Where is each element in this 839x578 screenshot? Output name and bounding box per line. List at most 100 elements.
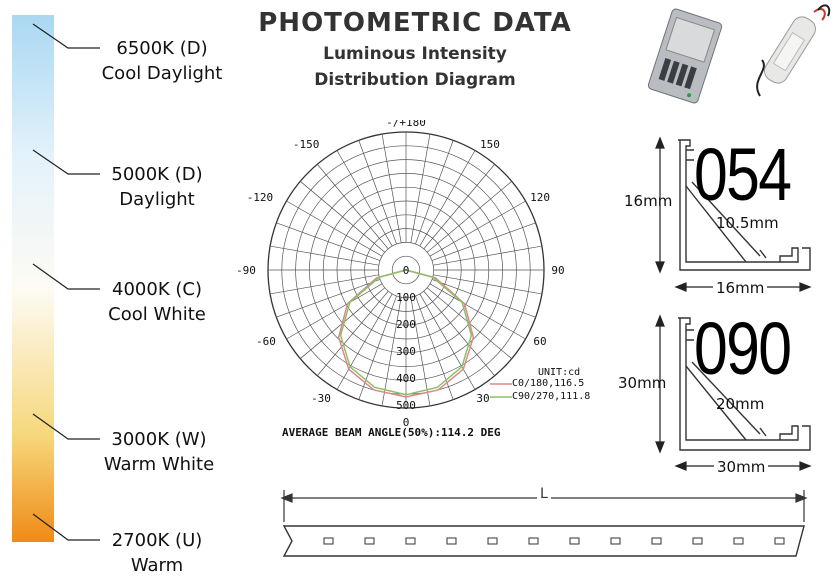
polar-angle-label: -150 bbox=[293, 138, 320, 151]
temp-label-5000k: 5000K (D) Daylight bbox=[82, 162, 232, 212]
unit-label: UNIT:cd bbox=[538, 367, 581, 378]
led-chip bbox=[446, 537, 457, 545]
temp-name: Cool Daylight bbox=[101, 63, 223, 84]
profile-090-diagonal: 20mm bbox=[716, 395, 765, 413]
page-subtitle-line2: Distribution Diagram bbox=[314, 70, 516, 90]
polar-spoke bbox=[431, 222, 536, 261]
polar-radial-label: 400 bbox=[396, 372, 416, 385]
dimension-lines-054 bbox=[655, 136, 812, 292]
led-chip bbox=[733, 537, 744, 545]
polar-angle-label: 30 bbox=[476, 392, 489, 405]
waterproof-driver-image bbox=[756, 4, 831, 97]
polar-spoke bbox=[410, 134, 431, 243]
polar-spoke bbox=[317, 290, 389, 376]
legend-entry-c90: C90/270,111.8 bbox=[512, 391, 591, 402]
temp-name: Daylight bbox=[119, 189, 195, 210]
polar-angle-label: 0 bbox=[403, 416, 410, 429]
polar-angle-label: -120 bbox=[247, 191, 274, 204]
legend-entry-c0: C0/180,116.5 bbox=[512, 378, 585, 389]
strip-length-label: L bbox=[537, 486, 551, 502]
polar-spoke bbox=[317, 164, 389, 250]
led-chips bbox=[323, 537, 785, 545]
led-chip bbox=[487, 537, 498, 545]
polar-spoke bbox=[270, 245, 379, 266]
temp-label-6500k: 6500K (D) Cool Daylight bbox=[82, 36, 242, 86]
polar-spoke bbox=[433, 274, 542, 295]
temp-code: 2700K (U) bbox=[111, 530, 203, 551]
temp-name: Cool White bbox=[108, 304, 206, 325]
polar-spoke bbox=[423, 164, 495, 250]
polar-spoke bbox=[276, 279, 381, 318]
temp-code: 6500K (D) bbox=[116, 38, 208, 59]
polar-spoke bbox=[410, 297, 431, 406]
profile-090-width: 30mm bbox=[714, 458, 769, 476]
profile-054-drawing bbox=[678, 139, 811, 271]
temp-name: Warm bbox=[130, 555, 184, 576]
profile-090-drawing bbox=[678, 317, 811, 451]
polar-angle-label: -60 bbox=[256, 335, 276, 348]
page-subtitle-line1: Luminous Intensity bbox=[323, 44, 507, 64]
polar-spoke bbox=[423, 290, 495, 376]
polar-spoke bbox=[300, 181, 386, 253]
polar-angle-label: -90 bbox=[238, 264, 256, 277]
polar-labels: -/+1801501209060300-30-60-90-120-1501002… bbox=[238, 120, 565, 429]
polar-angle-label: -30 bbox=[311, 392, 331, 405]
temp-label-3000k: 3000K (W) Warm White bbox=[74, 427, 244, 477]
led-chip bbox=[692, 537, 703, 545]
page-title: PHOTOMETRIC DATA bbox=[258, 8, 572, 38]
temp-label-2700k: 2700K (U) Warm bbox=[82, 528, 232, 578]
polar-spoke bbox=[433, 245, 542, 266]
temp-code: 3000K (W) bbox=[111, 429, 207, 450]
polar-angle-label: 120 bbox=[530, 191, 550, 204]
polar-angle-label: 150 bbox=[480, 138, 500, 151]
polar-spoke bbox=[286, 200, 383, 257]
temp-code: 4000K (C) bbox=[112, 279, 202, 300]
led-chip bbox=[528, 537, 539, 545]
polar-radial-label: 200 bbox=[396, 318, 416, 331]
polar-angle-label: 90 bbox=[551, 264, 564, 277]
polar-spoke bbox=[358, 140, 397, 245]
polar-spoke bbox=[336, 293, 393, 390]
profile-054-width: 16mm bbox=[713, 279, 768, 297]
polar-spoke bbox=[381, 134, 402, 243]
polar-series-line-0 bbox=[337, 269, 475, 398]
profile-code-090: 090 bbox=[694, 307, 792, 390]
legend-swatches bbox=[490, 383, 512, 398]
profile-054-height: 16mm bbox=[624, 192, 673, 210]
polar-radial-label: 100 bbox=[396, 291, 416, 304]
led-chip bbox=[774, 537, 785, 545]
polar-radial-label: 500 bbox=[396, 399, 416, 412]
polar-angle-label: -/+180 bbox=[386, 120, 426, 129]
polar-intensity-chart: -/+1801501209060300-30-60-90-120-1501002… bbox=[238, 120, 565, 429]
polar-grid bbox=[267, 131, 545, 409]
polar-spoke bbox=[429, 200, 526, 257]
polar-spoke bbox=[431, 279, 536, 318]
polar-ring bbox=[391, 255, 421, 285]
polar-spoke bbox=[429, 283, 526, 340]
polar-spoke bbox=[415, 140, 454, 245]
polar-spoke bbox=[276, 222, 381, 261]
profile-090-height: 30mm bbox=[618, 374, 667, 392]
led-chip bbox=[323, 537, 334, 545]
polar-spoke bbox=[426, 181, 512, 253]
polar-angle-label: 60 bbox=[533, 335, 546, 348]
profile-054-diagonal: 10.5mm bbox=[716, 214, 779, 232]
temp-code: 5000K (D) bbox=[111, 164, 203, 185]
power-supply-image bbox=[647, 8, 723, 104]
polar-spoke bbox=[419, 150, 476, 247]
led-chip bbox=[405, 537, 416, 545]
temp-label-4000k: 4000K (C) Cool White bbox=[82, 277, 232, 327]
polar-series bbox=[337, 269, 475, 398]
polar-radial-label: 300 bbox=[396, 345, 416, 358]
polar-spoke bbox=[336, 150, 393, 247]
led-chip bbox=[364, 537, 375, 545]
led-chip bbox=[610, 537, 621, 545]
polar-spoke bbox=[286, 283, 383, 340]
led-chip bbox=[569, 537, 580, 545]
polar-spoke bbox=[381, 297, 402, 406]
profile-code-054: 054 bbox=[694, 133, 792, 216]
beam-angle-label: AVERAGE BEAM ANGLE(50%):114.2 DEG bbox=[282, 426, 501, 439]
led-chip bbox=[651, 537, 662, 545]
polar-spoke bbox=[270, 274, 379, 295]
